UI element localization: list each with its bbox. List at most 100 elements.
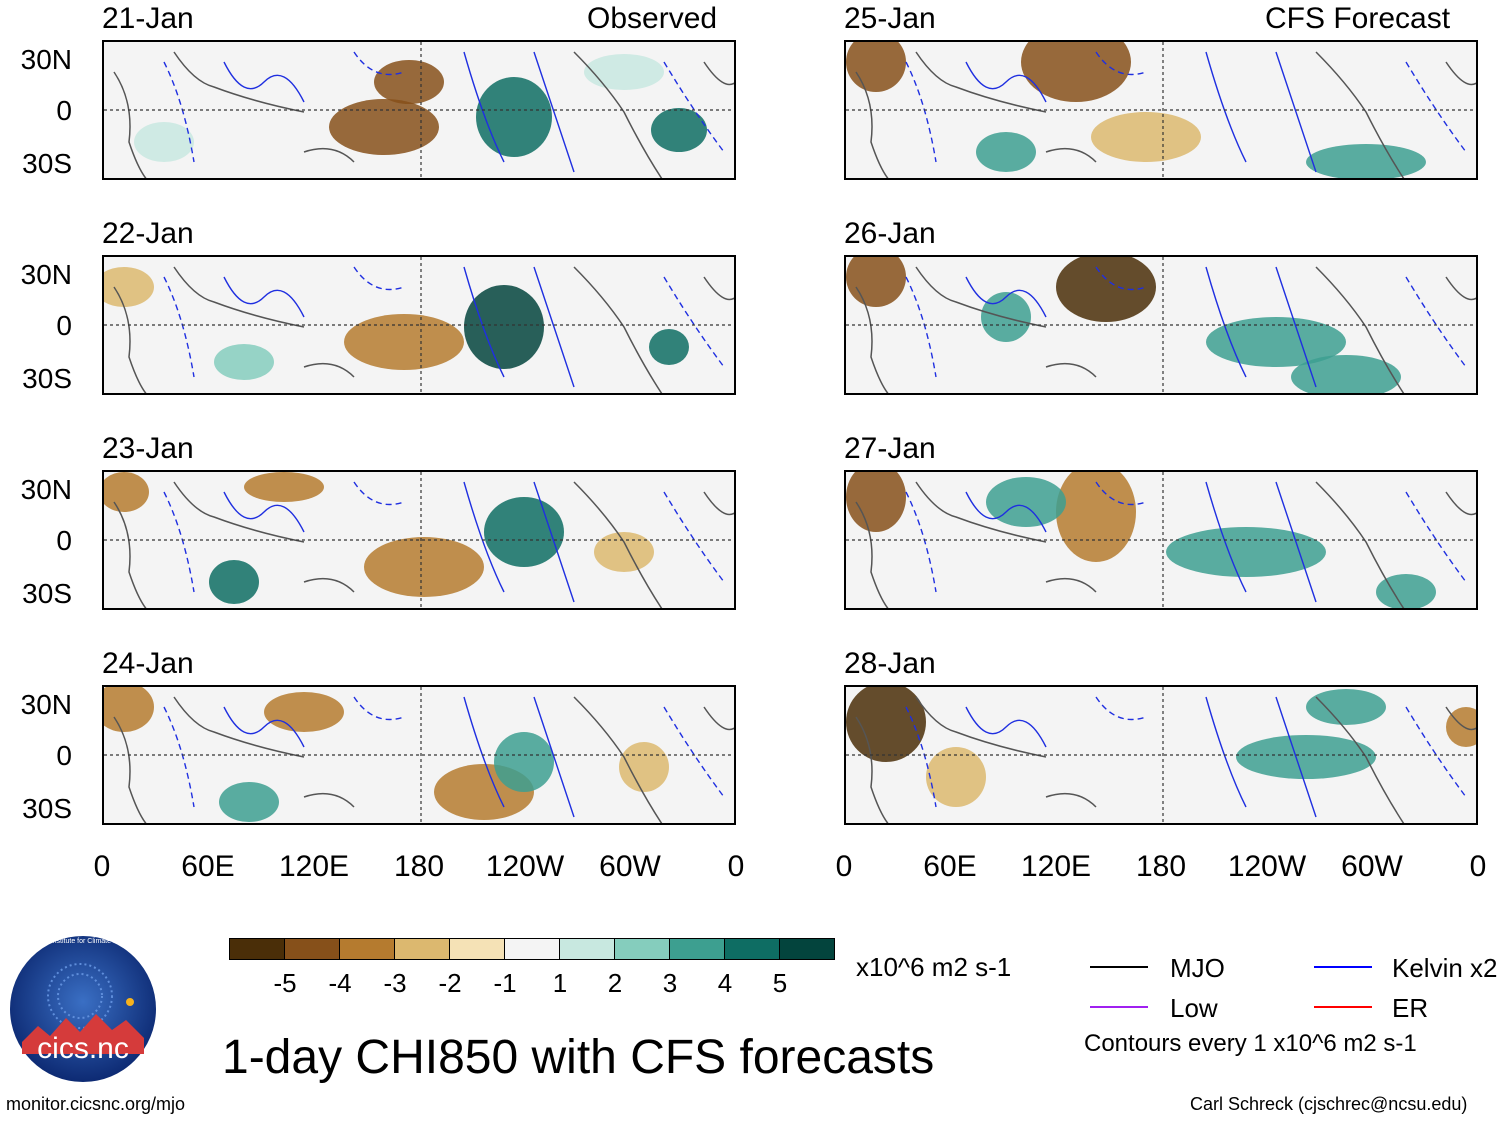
colorbar-tick: 3 xyxy=(662,968,678,998)
lat-label-30s: 30S xyxy=(22,793,72,824)
legend-label-low: Low xyxy=(1170,993,1218,1023)
anomaly-shading xyxy=(619,742,669,792)
legend-label-mjo: MJO xyxy=(1170,953,1225,983)
anomaly-shading xyxy=(1306,144,1426,178)
lat-label-30n: 30N xyxy=(20,689,72,720)
lon-label: 180 xyxy=(1135,850,1187,883)
colorbar-units: x10^6 m2 s-1 xyxy=(856,952,1012,982)
panel-date-21jan: 21-Jan xyxy=(102,2,194,35)
map-panel-24jan xyxy=(102,685,736,825)
anomaly-shading xyxy=(134,122,194,162)
lat-label-30s: 30S xyxy=(22,578,72,609)
coastline xyxy=(855,51,1476,178)
colorbar-tick: -4 xyxy=(328,968,352,998)
anomaly-shading xyxy=(1056,472,1136,562)
map-panel-23jan xyxy=(102,470,736,610)
kelvin-contour xyxy=(223,481,575,603)
footer-credit: Carl Schreck (cjschrec@ncsu.edu) xyxy=(1190,1094,1468,1114)
anomaly-shading xyxy=(594,532,654,572)
anomaly-shading xyxy=(1091,112,1201,162)
panel-date-27jan: 27-Jan xyxy=(844,432,936,465)
kelvin-contour xyxy=(965,266,1317,388)
map-panel-21jan xyxy=(102,40,736,180)
colorbar-cell xyxy=(504,938,560,960)
anomaly-shading xyxy=(219,782,279,822)
colorbar-cell xyxy=(779,938,835,960)
lat-label-eq: 0 xyxy=(56,740,72,771)
lat-label-eq: 0 xyxy=(56,525,72,556)
colorbar-cell xyxy=(669,938,725,960)
anomaly-shading xyxy=(264,692,344,732)
anomaly-shading xyxy=(104,472,149,512)
anomaly-shading xyxy=(846,257,906,307)
lat-label-eq: 0 xyxy=(56,95,72,126)
anomaly-shading xyxy=(476,77,552,157)
contour-note: Contours every 1 x10^6 m2 s-1 xyxy=(1084,1030,1417,1057)
anomaly-shading xyxy=(1236,735,1376,779)
logo-ring-text: Cooperative Institute for Climate and Sa… xyxy=(11,938,155,945)
legend-label-er: ER xyxy=(1392,993,1429,1023)
coastline xyxy=(855,696,1476,823)
colorbar-tick: 1 xyxy=(552,968,568,998)
legend-line-er xyxy=(1314,1006,1372,1008)
kelvin-contour xyxy=(965,51,1317,173)
anomaly-shading xyxy=(364,537,484,597)
logo-text: cics.nc xyxy=(37,1032,129,1065)
lon-label: 180 xyxy=(393,850,445,883)
anomaly-shading xyxy=(1206,317,1346,367)
kelvin-contour-negative xyxy=(905,266,1467,378)
anomaly-shading xyxy=(374,60,444,104)
kelvin-contour xyxy=(223,51,575,173)
legend-line-kelvin xyxy=(1314,966,1372,968)
anomaly-shading xyxy=(1376,574,1436,608)
lon-label: 60W xyxy=(599,850,661,883)
legend-line-mjo xyxy=(1090,966,1148,968)
anomaly-shading xyxy=(1306,689,1386,725)
anomaly-shading xyxy=(1056,257,1156,322)
lon-label: 60E xyxy=(923,850,977,883)
lat-label-30s: 30S xyxy=(22,148,72,179)
anomaly-shading xyxy=(329,99,439,155)
panel-date-28jan: 28-Jan xyxy=(844,647,936,680)
anomaly-shading xyxy=(1291,355,1401,393)
anomaly-shading xyxy=(484,497,564,567)
panel-date-25jan: 25-Jan xyxy=(844,2,936,35)
anomaly-shading xyxy=(1021,42,1131,102)
lat-label-30n: 30N xyxy=(20,44,72,75)
kelvin-contour xyxy=(223,266,575,388)
coastline xyxy=(855,266,1476,393)
lon-label: 60E xyxy=(181,850,235,883)
anomaly-shading xyxy=(846,42,906,92)
panel-date-26jan: 26-Jan xyxy=(844,217,936,250)
kelvin-contour-negative xyxy=(905,481,1467,593)
kelvin-contour-negative xyxy=(163,51,725,163)
anomaly-shading xyxy=(104,267,154,307)
anomaly-shading xyxy=(584,54,664,90)
map-panel-27jan xyxy=(844,470,1478,610)
anomaly-shading xyxy=(494,732,554,792)
kelvin-contour-negative xyxy=(163,266,725,378)
colorbar-cell xyxy=(559,938,615,960)
colorbar-tick: -5 xyxy=(273,968,297,998)
lon-label: 120E xyxy=(1020,850,1092,883)
lat-label-30n: 30N xyxy=(20,259,72,290)
footer-url: monitor.cicsnc.org/mjo xyxy=(6,1094,186,1114)
kelvin-contour xyxy=(965,481,1317,603)
anomaly-shading xyxy=(986,477,1066,527)
anomaly-shading xyxy=(649,329,689,365)
coastline xyxy=(113,696,734,823)
anomaly-shading xyxy=(846,472,906,532)
anomaly-shading xyxy=(846,687,926,762)
lon-label: 120W xyxy=(1227,850,1307,883)
figure-title: 1-day CHI850 with CFS forecasts xyxy=(222,1031,935,1084)
lon-label: 0 xyxy=(727,850,745,883)
anomaly-shading xyxy=(214,344,274,380)
colorbar-cell xyxy=(284,938,340,960)
colorbar-tick: -1 xyxy=(493,968,517,998)
lat-label-30s: 30S xyxy=(22,363,72,394)
cics-logo: cics.nc Cooperative Institute for Climat… xyxy=(8,934,158,1084)
cfs-forecast-label: CFS Forecast xyxy=(1265,2,1451,35)
kelvin-contour xyxy=(965,696,1317,818)
anomaly-shading xyxy=(981,292,1031,342)
observed-label: Observed xyxy=(587,2,718,35)
